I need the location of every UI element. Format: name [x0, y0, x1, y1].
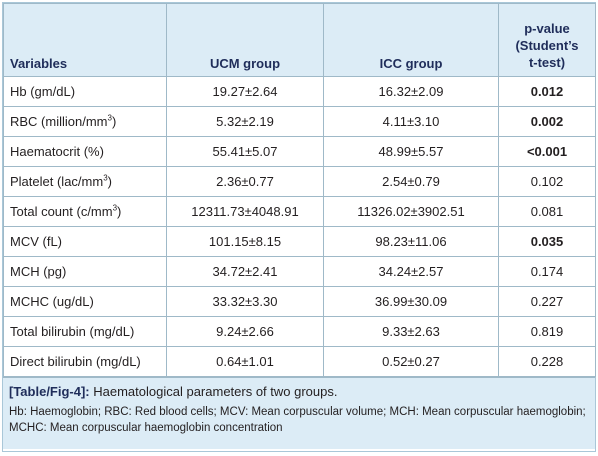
cell-p-value: 0.174 — [498, 256, 596, 287]
table-row: Total count (c/mm3) 12311.73±4048.91 11326… — [3, 196, 596, 227]
cell-ucm: 34.72±2.41 — [166, 256, 324, 287]
haematological-table: Variables UCM group ICC group p-value (S… — [3, 3, 596, 377]
variable-label-tail: ) — [111, 114, 117, 129]
cell-icc: 16.32±2.09 — [323, 76, 499, 107]
cell-ucm: 19.27±2.64 — [166, 76, 324, 107]
cell-icc: 98.23±11.06 — [323, 226, 499, 257]
cell-icc: 34.24±2.57 — [323, 256, 499, 287]
variable-label-tail: ) — [107, 174, 112, 189]
table-row: Haematocrit (%) 55.41±5.07 48.99±5.57 <0.00… — [3, 136, 596, 167]
cell-variable: MCHC (ug/dL) — [3, 286, 167, 317]
cell-ucm: 5.32±2.19 — [166, 106, 324, 137]
header-p-value-line3: t-test) — [528, 55, 566, 70]
cell-ucm: 12311.73±4048.91 — [166, 196, 324, 227]
variable-label: MCHC (ug/dL) — [10, 294, 94, 309]
caption-label: [Table/Fig-4]: — [9, 384, 90, 399]
header-icc-group: ICC group — [323, 3, 499, 77]
cell-p-value: 0.035 — [498, 226, 596, 257]
cell-variable: Hb (gm/dL) — [3, 76, 167, 107]
cell-icc: 2.54±0.79 — [323, 166, 499, 197]
header-p-value-line2: (Student’s — [515, 38, 579, 53]
variable-label: Direct bilirubin (mg/dL) — [10, 354, 141, 369]
table-row: RBC (million/mm3) 5.32±2.19 4.11±3.10 0.002 — [3, 106, 596, 137]
cell-icc: 36.99±30.09 — [323, 286, 499, 317]
table-caption: [Table/Fig-4]: Haematological parameters… — [3, 377, 595, 449]
cell-ucm: 33.32±3.30 — [166, 286, 324, 317]
variable-label: Total count (c/mm — [10, 204, 113, 219]
cell-variable: Haematocrit (%) — [3, 136, 167, 167]
cell-p-value: <0.001 — [498, 136, 596, 167]
table-row: Total bilirubin (mg/dL) 9.24±2.66 9.33±2.6… — [3, 316, 596, 347]
cell-icc: 48.99±5.57 — [323, 136, 499, 167]
table-row: Hb (gm/dL) 19.27±2.64 16.32±2.09 0.012 — [3, 76, 596, 107]
cell-variable: Platelet (lac/mm3) — [3, 166, 167, 197]
cell-variable: MCV (fL) — [3, 226, 167, 257]
cell-ucm: 2.36±0.77 — [166, 166, 324, 197]
variable-label: RBC (million/mm — [10, 114, 108, 129]
table-row: MCHC (ug/dL) 33.32±3.30 36.99±30.09 0.227 — [3, 286, 596, 317]
variable-label: MCV (fL) — [10, 234, 62, 249]
header-p-value: p-value (Student’s t-test) — [498, 3, 596, 77]
variable-label: Haematocrit (%) — [10, 144, 104, 159]
header-p-value-line1: p-value — [524, 21, 570, 36]
cell-icc: 4.11±3.10 — [323, 106, 499, 137]
variable-unit-superscript: 3 — [107, 113, 112, 123]
caption-footnote: Hb: Haemoglobin; RBC: Red blood cells; M… — [9, 406, 586, 434]
caption-title: Haematological parameters of two groups. — [89, 384, 338, 399]
variable-label: MCH (pg) — [10, 264, 67, 279]
cell-ucm: 101.15±8.15 — [166, 226, 324, 257]
cell-variable: Direct bilirubin (mg/dL) — [3, 346, 167, 377]
cell-p-value: 0.081 — [498, 196, 596, 227]
variable-label: Platelet (lac/mm — [10, 174, 104, 189]
cell-ucm: 0.64±1.01 — [166, 346, 324, 377]
cell-variable: Total bilirubin (mg/dL) — [3, 316, 167, 347]
variable-label: Hb (gm/dL) — [10, 84, 76, 99]
cell-ucm: 55.41±5.07 — [166, 136, 324, 167]
cell-p-value: 0.012 — [498, 76, 596, 107]
caption-main: [Table/Fig-4]: Haematological parameters… — [9, 383, 589, 401]
cell-p-value: 0.227 — [498, 286, 596, 317]
cell-variable: RBC (million/mm3) — [3, 106, 167, 137]
cell-variable: MCH (pg) — [3, 256, 167, 287]
cell-icc: 11326.02±3902.51 — [323, 196, 499, 227]
header-ucm-group: UCM group — [166, 3, 324, 77]
table-row: Platelet (lac/mm3) 2.36±0.77 2.54±0.79 0.10… — [3, 166, 596, 197]
table-row: MCH (pg) 34.72±2.41 34.24±2.57 0.174 — [3, 256, 596, 287]
cell-p-value: 0.002 — [498, 106, 596, 137]
cell-p-value: 0.228 — [498, 346, 596, 377]
cell-icc: 0.52±0.27 — [323, 346, 499, 377]
variable-unit-superscript: 3 — [112, 203, 118, 213]
cell-ucm: 9.24±2.66 — [166, 316, 324, 347]
table-row: MCV (fL) 101.15±8.15 98.23±11.06 0.035 — [3, 226, 596, 257]
cell-icc: 9.33±2.63 — [323, 316, 499, 347]
table-row: Direct bilirubin (mg/dL) 0.64±1.01 0.52±0.… — [3, 346, 596, 377]
cell-variable: Total count (c/mm3) — [3, 196, 167, 227]
cell-p-value: 0.819 — [498, 316, 596, 347]
variable-label: Total bilirubin (mg/dL) — [10, 324, 135, 339]
variable-unit-superscript: 3 — [103, 173, 108, 183]
variable-label-tail: ) — [117, 204, 122, 219]
header-variables: Variables — [3, 3, 167, 77]
cell-p-value: 0.102 — [498, 166, 596, 197]
header-row: Variables UCM group ICC group p-value (S… — [3, 3, 596, 77]
